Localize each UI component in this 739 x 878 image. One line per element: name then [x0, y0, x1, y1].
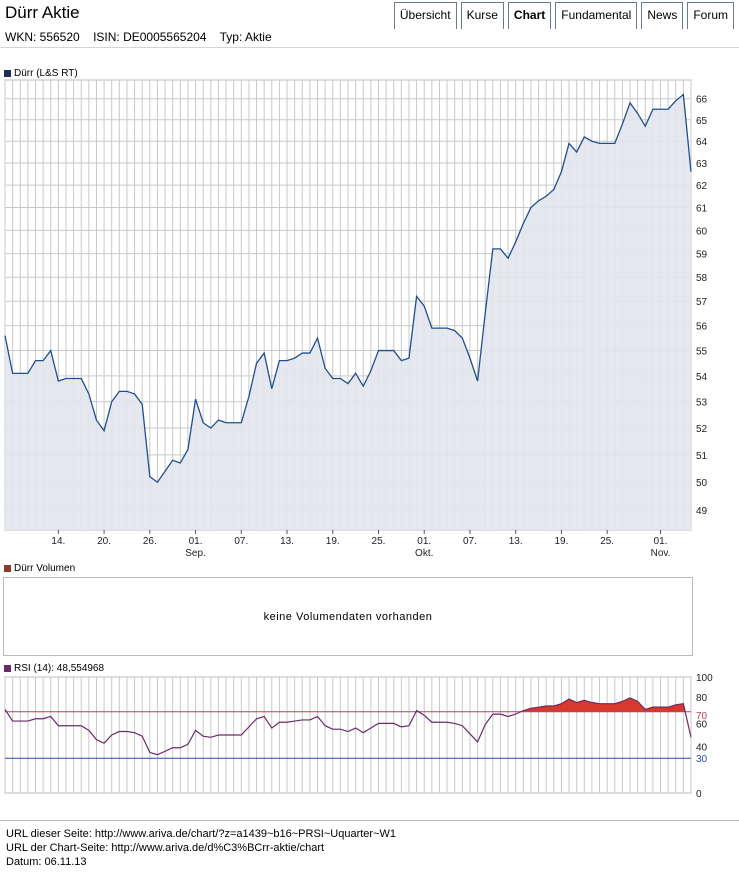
tab-uebersicht[interactable]: Übersicht	[393, 2, 457, 29]
price-legend-swatch	[4, 70, 11, 77]
price-y-tick-label: 66	[696, 95, 708, 106]
price-y-tick-label: 61	[696, 204, 708, 215]
volume-legend-swatch	[4, 565, 11, 572]
price-y-tick-label: 56	[696, 322, 708, 333]
price-series-line	[4, 93, 692, 484]
rsi-series-line	[4, 697, 692, 756]
rsi-overbought-area	[5, 697, 686, 712]
rsi-y-tick-label: 30	[696, 754, 708, 765]
rsi-y-tick-label: 0	[696, 789, 702, 800]
price-y-tick-label: 55	[696, 347, 708, 358]
price-chart: 49 50 51 52 53 54 55 56 57 58 59 60 61 62 63 64 65 66 14. 2…	[4, 79, 708, 559]
price-x-tick-label: 20.	[97, 536, 111, 547]
price-legend-label: Dürr (L&S RT)	[14, 68, 78, 79]
footer: URL dieser Seite: http://www.ariva.de/ch…	[6, 827, 396, 869]
tab-chart[interactable]: Chart	[507, 2, 552, 29]
footer-datum: Datum: 06.11.13	[6, 856, 87, 868]
price-x-month-label: Sep.	[185, 548, 206, 559]
wkn-label: WKN: 556520	[5, 30, 80, 44]
rsi-legend-swatch	[4, 665, 11, 672]
tab-kurse[interactable]: Kurse	[460, 2, 504, 29]
tab-fundamental[interactable]: Fundamental	[555, 2, 638, 29]
price-x-tick-label: 19.	[326, 536, 340, 547]
rsi-y-tick-label: 60	[696, 719, 708, 730]
price-x-tick-label: 19.	[554, 536, 568, 547]
rsi-y-tick-label: 70	[696, 711, 708, 722]
price-y-tick-label: 54	[696, 372, 708, 383]
rsi-legend: RSI (14): 48,554968	[4, 663, 104, 674]
rsi-y-tick-label: 80	[696, 693, 708, 704]
volume-empty-message: keine Volumendaten vorhanden	[263, 610, 433, 623]
price-x-tick-label: 07.	[463, 536, 477, 547]
price-legend: Dürr (L&S RT)	[4, 68, 78, 79]
footer-url-page: URL dieser Seite: http://www.ariva.de/ch…	[6, 828, 397, 840]
security-info: WKN: 556520 ISIN: DE0005565204 Typ: Akti…	[5, 30, 282, 44]
price-y-tick-label: 53	[696, 398, 708, 409]
price-x-tick-label: 25.	[372, 536, 386, 547]
price-y-tick-label: 57	[696, 297, 708, 308]
price-y-tick-label: 63	[696, 159, 708, 170]
price-y-tick-label: 51	[696, 451, 708, 462]
rsi-y-tick-label: 40	[696, 743, 708, 754]
nav-tabs: Übersicht Kurse Chart Fundamental News F…	[393, 2, 734, 29]
typ-label: Typ: Aktie	[219, 30, 272, 44]
isin-label: ISIN: DE0005565204	[93, 30, 207, 44]
price-x-tick-label: 26.	[143, 536, 157, 547]
price-area	[5, 94, 691, 530]
price-y-tick-label: 65	[696, 116, 708, 127]
volume-legend-label: Dürr Volumen	[14, 563, 76, 574]
footer-divider	[0, 820, 739, 821]
rsi-legend-label: RSI (14): 48,554968	[14, 663, 105, 674]
price-y-tick-label: 62	[696, 181, 708, 192]
price-x-tick-label: 25.	[600, 536, 614, 547]
price-x-tick-label: 01.	[189, 536, 203, 547]
price-y-tick-label: 49	[696, 506, 708, 517]
price-y-tick-label: 60	[696, 226, 708, 237]
price-x-tick-label: 07.	[234, 536, 248, 547]
price-y-tick-label: 50	[696, 478, 708, 489]
price-y-tick-label: 58	[696, 273, 708, 284]
price-x-tick-label: 14.	[51, 536, 65, 547]
header-divider	[0, 47, 739, 48]
page-title: Dürr Aktie	[5, 3, 80, 22]
tab-news[interactable]: News	[641, 2, 684, 29]
rsi-y-tick-label: 100	[696, 673, 713, 684]
price-x-month-label: Okt.	[415, 548, 433, 559]
price-y-tick-label: 59	[696, 250, 708, 261]
price-y-tick-label: 64	[696, 137, 708, 148]
volume-panel: keine Volumendaten vorhanden	[3, 577, 693, 656]
price-x-month-label: Nov.	[651, 548, 671, 559]
price-y-tick-label: 52	[696, 424, 708, 435]
volume-legend: Dürr Volumen	[4, 563, 75, 574]
price-x-tick-label: 13.	[509, 536, 523, 547]
price-x-tick-label: 01.	[654, 536, 668, 547]
price-x-tick-label: 13.	[280, 536, 294, 547]
price-x-tick-label: 01.	[417, 536, 431, 547]
footer-url-chart: URL der Chart-Seite: http://www.ariva.de…	[6, 842, 325, 854]
tab-forum[interactable]: Forum	[687, 2, 734, 29]
